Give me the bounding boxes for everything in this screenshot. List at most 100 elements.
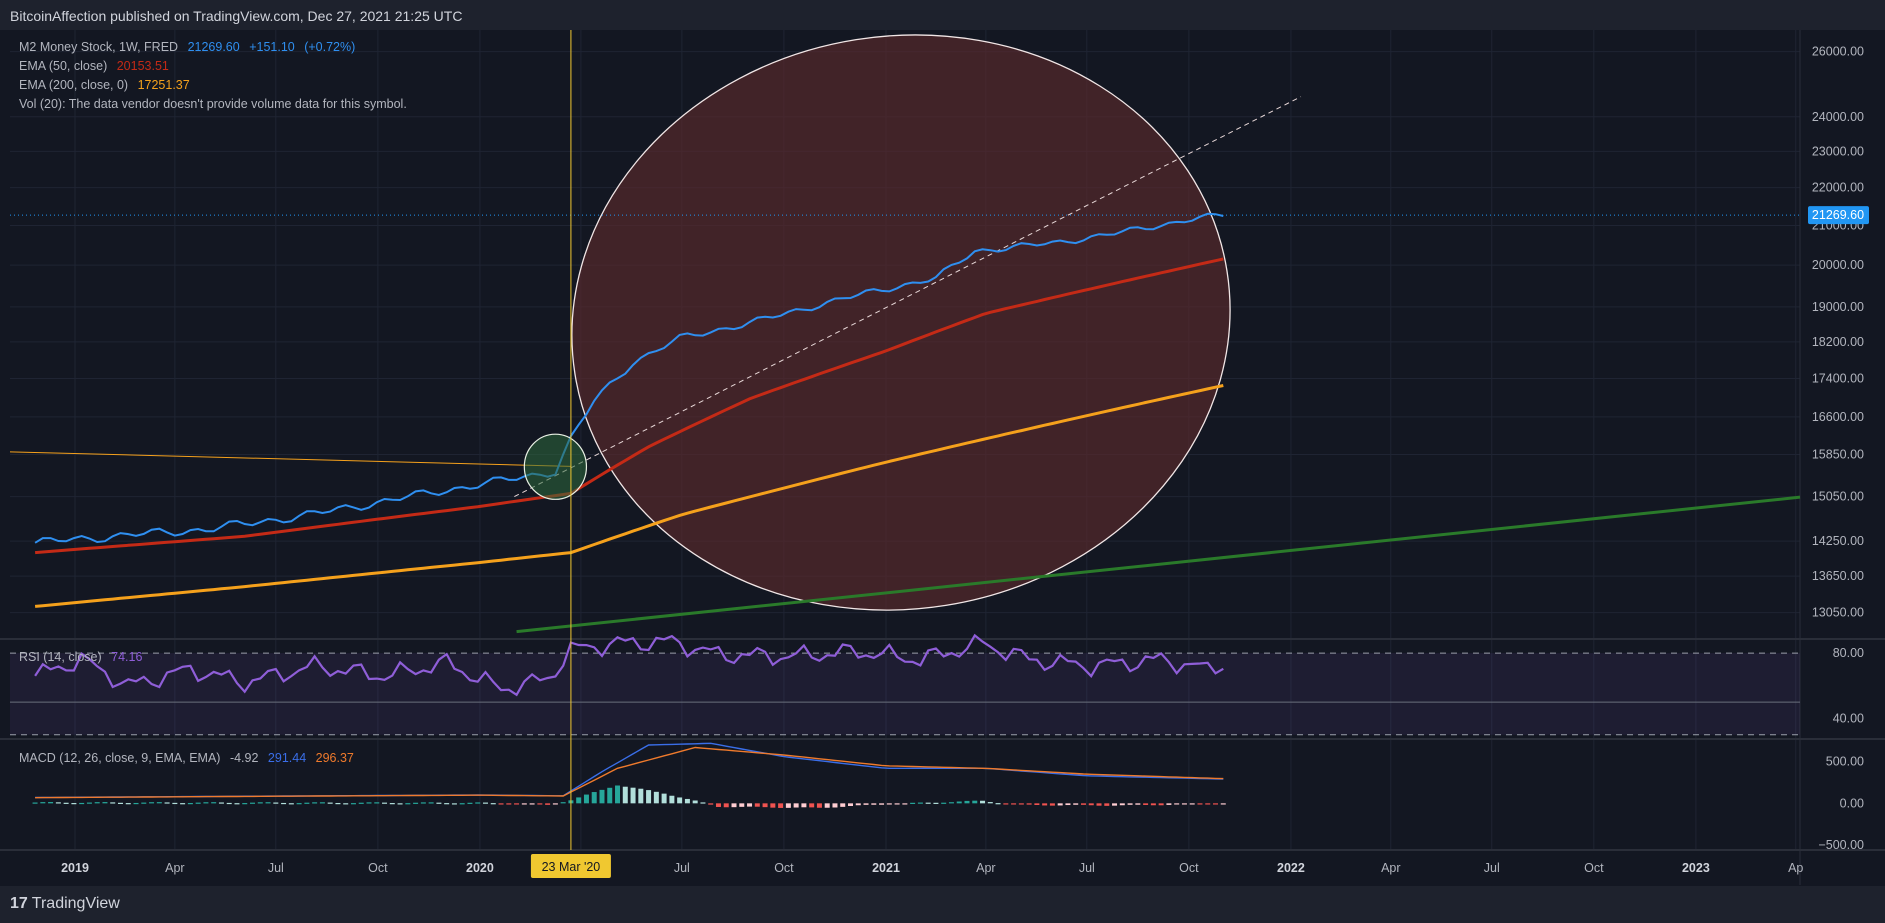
macd-histogram-bar <box>304 802 310 804</box>
macd-histogram-bar <box>250 802 256 804</box>
macd-histogram-bar <box>956 801 962 804</box>
x-tick-label: Oct <box>1179 861 1199 875</box>
macd-histogram-bar <box>490 803 496 805</box>
volume-legend-text: Vol (20): The data vendor doesn't provid… <box>19 97 407 111</box>
x-tick-label: 2022 <box>1277 861 1305 875</box>
macd-histogram-bar <box>778 803 784 808</box>
y-tick-label: 24000.00 <box>1812 110 1864 124</box>
y-tick-label: 13050.00 <box>1812 606 1864 620</box>
macd-histogram-bar <box>894 803 900 805</box>
macd-histogram-bar <box>840 803 846 807</box>
macd-histogram-bar <box>335 802 341 805</box>
y-tick-label: 15850.00 <box>1812 447 1864 461</box>
macd-histogram-bar <box>980 800 986 804</box>
x-tick-label: Oct <box>774 861 794 875</box>
macd-histogram-bar <box>715 803 721 807</box>
macd-histogram-bar <box>1104 803 1110 806</box>
macd-histogram-bar <box>133 802 139 805</box>
macd-histogram-bar <box>948 802 954 804</box>
y-tick-label: 17400.00 <box>1812 372 1864 386</box>
macd-histogram-bar <box>1003 803 1009 805</box>
macd-histogram-bar <box>1158 803 1164 806</box>
macd-histogram-bar <box>529 803 535 805</box>
macd-histogram-bar <box>257 802 263 804</box>
y-tick-label: 18200.00 <box>1812 335 1864 349</box>
macd-histogram-bar <box>382 802 388 804</box>
macd-histogram-bar <box>902 803 908 805</box>
macd-histogram-bar <box>444 803 450 805</box>
rsi-legend[interactable]: RSI (14, close) 74.16 <box>19 650 148 664</box>
macd-histogram-bar <box>358 802 364 804</box>
last-price-badge <box>1808 206 1869 225</box>
x-tick-label: 2023 <box>1682 861 1710 875</box>
macd-histogram-bar <box>972 800 978 804</box>
macd-histogram-bar <box>94 802 100 804</box>
x-tick-label: Apr <box>1381 861 1400 875</box>
y-tick-label: 23000.00 <box>1812 144 1864 158</box>
macd-histogram-bar <box>71 803 77 805</box>
macd-histogram-bar <box>661 793 667 804</box>
macd-histogram-bar <box>583 794 589 804</box>
macd-legend[interactable]: MACD (12, 26, close, 9, EMA, EMA) -4.92 … <box>19 751 360 765</box>
macd-histogram-bar <box>886 803 892 805</box>
macd-histogram-bar <box>669 795 675 804</box>
tradingview-logo[interactable]: 17 TradingView <box>10 895 120 913</box>
macd-histogram-bar <box>591 792 597 804</box>
rsi-tick-label: 40.00 <box>1833 711 1864 725</box>
macd-histogram-bar <box>1088 803 1094 806</box>
macd-histogram-bar <box>607 787 613 804</box>
macd-histogram-bar <box>576 797 582 804</box>
crosshair-date-label: 23 Mar '20 <box>542 860 601 874</box>
macd-histogram-bar <box>638 788 644 804</box>
macd-histogram-bar <box>1049 803 1055 806</box>
macd-histogram-bar <box>855 803 861 806</box>
macd-histogram-bar <box>762 803 768 808</box>
rsi-legend-name: RSI (14, close) <box>19 650 102 664</box>
macd-histogram-bar <box>1166 803 1172 805</box>
x-tick-label: 2021 <box>872 861 900 875</box>
volume-legend[interactable]: Vol (20): The data vendor doesn't provid… <box>19 97 413 111</box>
macd-histogram-bar <box>995 803 1001 805</box>
ema50-legend[interactable]: EMA (50, close) 20153.51 <box>19 59 175 73</box>
macd-histogram-bar <box>1181 803 1187 805</box>
macd-histogram-bar <box>537 803 543 805</box>
macd-histogram-bar <box>86 802 92 804</box>
macd-histogram-bar <box>739 803 745 807</box>
publication-header: BitcoinAffection published on TradingVie… <box>0 0 1885 30</box>
macd-histogram-bar <box>816 803 822 808</box>
macd-signal-line <box>35 746 1224 799</box>
macd-histogram-bar <box>560 802 566 804</box>
macd-histogram-bar <box>1143 803 1149 805</box>
macd-legend-macd: 291.44 <box>267 751 307 765</box>
ema200-legend[interactable]: EMA (200, close, 0) 17251.37 <box>19 78 196 92</box>
macd-histogram-bar <box>809 803 815 808</box>
macd-histogram-bar <box>40 802 46 804</box>
y-tick-label: 26000.00 <box>1812 45 1864 59</box>
macd-histogram-bar <box>273 802 279 804</box>
macd-histogram-bar <box>79 802 85 805</box>
macd-histogram-bar <box>350 803 356 805</box>
macd-histogram-bar <box>646 790 652 804</box>
macd-histogram-bar <box>1065 803 1071 806</box>
tradingview-brand: TradingView <box>31 895 120 912</box>
macd-legend-name: MACD (12, 26, close, 9, EMA, EMA) <box>19 751 221 765</box>
macd-histogram-bar <box>327 802 333 804</box>
crosshair-date-badge <box>530 854 611 878</box>
tradingview-logo-icon: 17 <box>10 895 28 912</box>
macd-histogram-bar <box>319 802 325 804</box>
rsi-line <box>34 633 1224 697</box>
macd-histogram-bar <box>459 803 465 805</box>
macd-histogram-bar <box>700 802 706 804</box>
macd-histogram-bar <box>117 802 123 804</box>
legend-symbol-name: M2 Money Stock, 1W, FRED <box>19 40 179 54</box>
main-series-legend[interactable]: M2 Money Stock, 1W, FRED 21269.60 +151.1… <box>19 40 361 54</box>
macd-histogram-bar <box>102 802 108 804</box>
y-tick-label: 20000.00 <box>1812 258 1864 272</box>
x-tick-label: Jul <box>674 861 690 875</box>
publication-text: BitcoinAffection published on TradingVie… <box>10 8 463 24</box>
rsi-tick-label: 80.00 <box>1833 646 1864 660</box>
macd-tick-label: −500.00 <box>1818 838 1864 852</box>
legend-symbol-change: +151.10 <box>249 40 295 54</box>
macd-histogram-bar <box>1034 803 1040 806</box>
